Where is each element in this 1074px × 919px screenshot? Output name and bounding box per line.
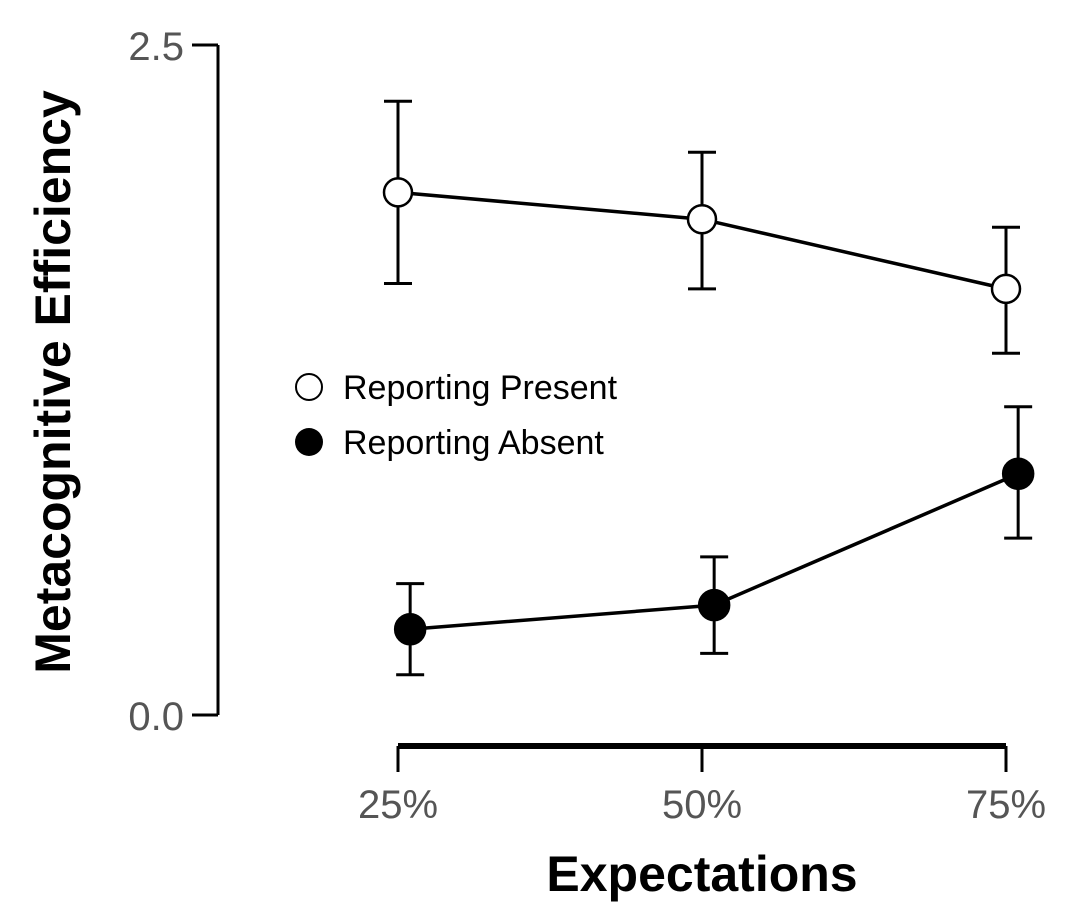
x-tick-label-1: 25% <box>358 783 438 827</box>
y-axis: 2.5 0.0 <box>128 25 220 739</box>
legend-marker-reporting-absent <box>295 428 323 456</box>
x-axis: 25% 50% 75% <box>358 743 1046 827</box>
y-tick-label-bottom: 0.0 <box>128 695 184 739</box>
x-tick-label-3: 75% <box>966 783 1046 827</box>
data-point-reporting-absent-2 <box>697 588 731 622</box>
data-point-reporting-present-1 <box>382 177 414 208</box>
data-point-reporting-present-2 <box>686 203 718 235</box>
data-point-reporting-present-3 <box>990 273 1022 305</box>
y-axis-title: Metacognitive Efficiency <box>25 90 81 674</box>
legend: Reporting Present Reporting Absent <box>295 369 618 462</box>
data-point-reporting-absent-1 <box>393 612 427 646</box>
plot-area <box>382 99 1035 677</box>
data-point-reporting-absent-3 <box>1001 457 1035 491</box>
legend-marker-reporting-present <box>295 373 323 401</box>
legend-label-reporting-absent: Reporting Absent <box>343 424 604 462</box>
y-tick-label-top: 2.5 <box>128 25 184 69</box>
x-tick-label-2: 50% <box>662 783 742 827</box>
legend-label-reporting-present: Reporting Present <box>343 369 618 407</box>
x-axis-title: Expectations <box>546 846 857 902</box>
